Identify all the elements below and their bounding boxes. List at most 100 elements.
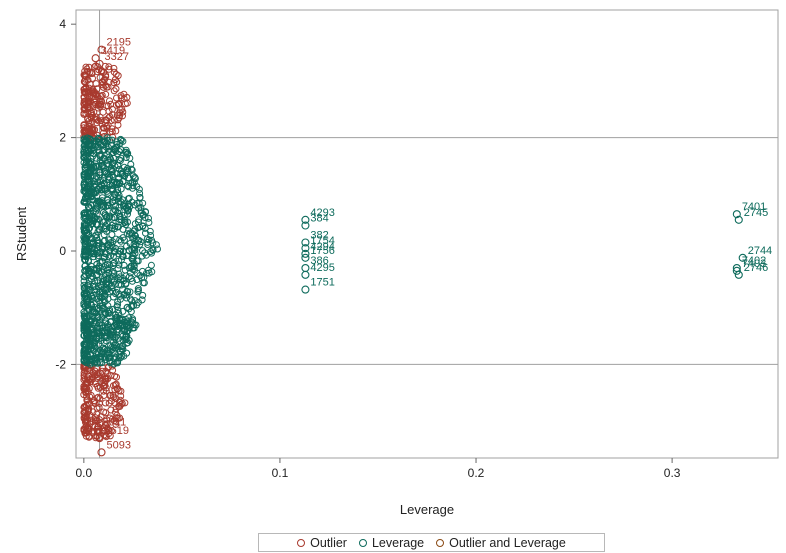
data-point-leverage [93, 236, 101, 244]
point-label: 4295 [310, 262, 334, 274]
data-point-outlier [81, 128, 89, 136]
data-point-leverage [81, 163, 89, 171]
data-point-outlier [84, 95, 92, 103]
data-point-leverage [123, 230, 131, 238]
data-point-leverage [80, 171, 88, 179]
legend-item-outlier: Outlier [297, 536, 347, 550]
data-point-leverage [137, 204, 145, 211]
data-point-outlier [114, 72, 122, 80]
data-point-outlier [109, 366, 117, 374]
data-point-leverage [100, 275, 108, 283]
data-point-outlier [116, 398, 124, 406]
data-point-leverage [126, 229, 134, 237]
data-point-leverage [94, 305, 102, 313]
data-point-leverage [123, 349, 131, 357]
data-point-outlier [95, 403, 103, 411]
data-point-leverage [125, 246, 133, 254]
data-point-leverage [100, 237, 108, 245]
data-point-leverage [89, 152, 97, 160]
data-point-outlier [102, 433, 110, 441]
data-point-outlier [112, 380, 120, 388]
data-point-outlier [84, 115, 92, 123]
data-point-leverage [83, 307, 91, 315]
data-point-leverage [88, 334, 96, 342]
data-point-leverage [81, 248, 88, 256]
data-point-leverage [130, 243, 138, 251]
data-point-leverage [139, 222, 147, 230]
data-point-leverage [105, 350, 113, 357]
data-point-leverage [145, 236, 153, 244]
data-point-leverage [112, 202, 120, 210]
data-point-leverage [122, 272, 130, 280]
data-point-leverage [103, 243, 111, 251]
data-point-leverage [89, 308, 97, 316]
data-point-leverage [95, 264, 103, 272]
data-point-leverage [130, 262, 138, 270]
data-point-leverage [145, 219, 153, 226]
point-label: 4294 [310, 241, 334, 253]
data-point-outlier [89, 127, 97, 135]
legend-label-outlier-and-leverage: Outlier and Leverage [449, 535, 566, 550]
data-point-outlier [80, 426, 88, 434]
data-point-outlier [115, 100, 123, 108]
data-point-leverage [80, 180, 88, 188]
data-point-leverage [123, 304, 131, 312]
data-point-leverage [100, 339, 108, 347]
data-point-leverage [100, 155, 108, 162]
data-point-leverage [139, 199, 147, 207]
data-point-leverage [129, 172, 137, 180]
data-point-leverage [123, 328, 131, 336]
data-point-outlier [93, 394, 101, 402]
data-point-leverage [113, 178, 120, 186]
data-point-outlier [119, 112, 126, 120]
data-point-outlier [110, 87, 118, 95]
data-point-leverage [81, 137, 89, 145]
data-point-outlier [80, 124, 88, 132]
data-point-outlier [87, 113, 95, 121]
data-point-leverage [130, 227, 138, 235]
data-point-outlier [105, 63, 113, 71]
data-point-leverage [114, 150, 121, 158]
data-point-leverage [119, 285, 127, 293]
data-point-leverage [81, 267, 89, 275]
data-point-leverage [81, 262, 89, 270]
data-point-leverage [136, 241, 144, 248]
data-point-leverage [96, 319, 104, 327]
data-point-leverage [124, 149, 132, 157]
data-point-leverage [104, 266, 112, 274]
data-point-leverage [87, 167, 95, 175]
data-point-leverage [89, 273, 97, 281]
data-point-leverage [108, 224, 116, 232]
data-point-leverage [92, 285, 100, 293]
data-point-leverage [103, 250, 110, 258]
data-point-leverage [154, 245, 161, 253]
data-point-leverage [126, 203, 134, 211]
data-point-leverage [128, 303, 136, 311]
data-point-leverage [143, 269, 150, 277]
data-point-leverage [104, 170, 112, 178]
data-point-leverage [99, 302, 107, 310]
data-point-leverage [121, 200, 128, 208]
data-point-leverage [85, 142, 93, 149]
data-point-leverage [135, 199, 143, 207]
data-point-outlier [83, 65, 91, 73]
data-point-leverage [90, 189, 98, 197]
data-point-leverage [120, 327, 128, 335]
data-point-leverage [96, 324, 104, 332]
data-point-outlier [102, 90, 110, 98]
data-point-leverage [88, 263, 96, 270]
data-point-leverage [114, 209, 122, 217]
data-point-outlier [107, 427, 115, 435]
data-point-outlier [83, 374, 91, 382]
data-point-leverage [84, 333, 92, 341]
data-point-leverage [125, 273, 133, 281]
point-label: 384 [310, 212, 328, 224]
legend-marker-leverage [358, 538, 367, 547]
point-label: 7403 [742, 258, 766, 270]
data-point-leverage [125, 206, 132, 214]
data-point-leverage [80, 356, 88, 364]
data-point-leverage [301, 244, 310, 253]
data-point-outlier [91, 115, 99, 123]
x-tick-label: 0.3 [664, 466, 681, 480]
data-point-leverage [118, 196, 126, 204]
